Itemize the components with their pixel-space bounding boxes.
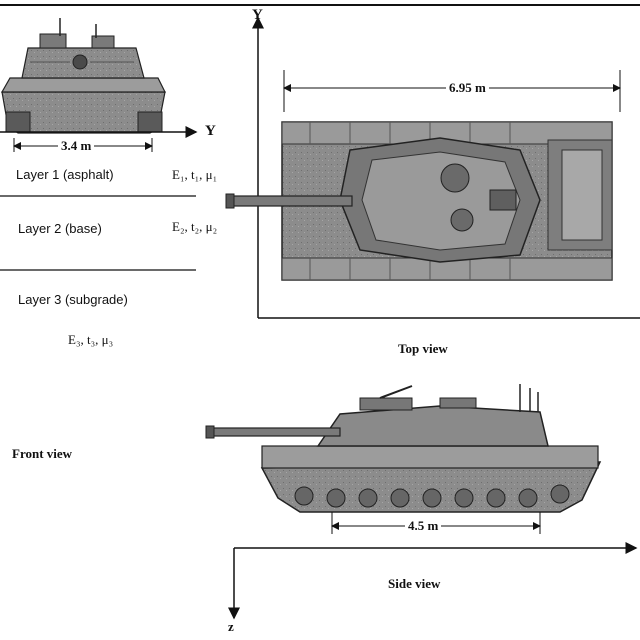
- front-view-label: Front view: [12, 446, 73, 461]
- layer-3-name: Layer 3 (subgrade): [18, 292, 128, 307]
- length-dimension-label: 6.95 m: [446, 81, 489, 94]
- z-axis-label: z: [228, 619, 234, 634]
- side-view-label: Side view: [388, 576, 441, 591]
- layer-2-name: Layer 2 (base): [18, 221, 102, 236]
- layer-3-params: E₃, t₃, μ₃: [68, 332, 114, 347]
- layer-2-params: E₂, t₂, μ₂: [172, 219, 218, 234]
- front-view-y-axis-label: Y: [205, 123, 216, 139]
- layer-1-params: E₁, t₁, μ₁: [172, 167, 218, 182]
- layer-1-name: Layer 1 (asphalt): [16, 167, 114, 182]
- front-view-tank: [0, 18, 166, 134]
- top-view-tank: [225, 121, 613, 281]
- width-dimension-label: 3.4 m: [58, 139, 95, 152]
- track-length-dimension-label: 4.5 m: [405, 519, 442, 532]
- side-view-tank: [205, 384, 602, 513]
- top-view-label: Top view: [398, 341, 448, 356]
- top-view-y-axis-label: Y: [252, 7, 263, 23]
